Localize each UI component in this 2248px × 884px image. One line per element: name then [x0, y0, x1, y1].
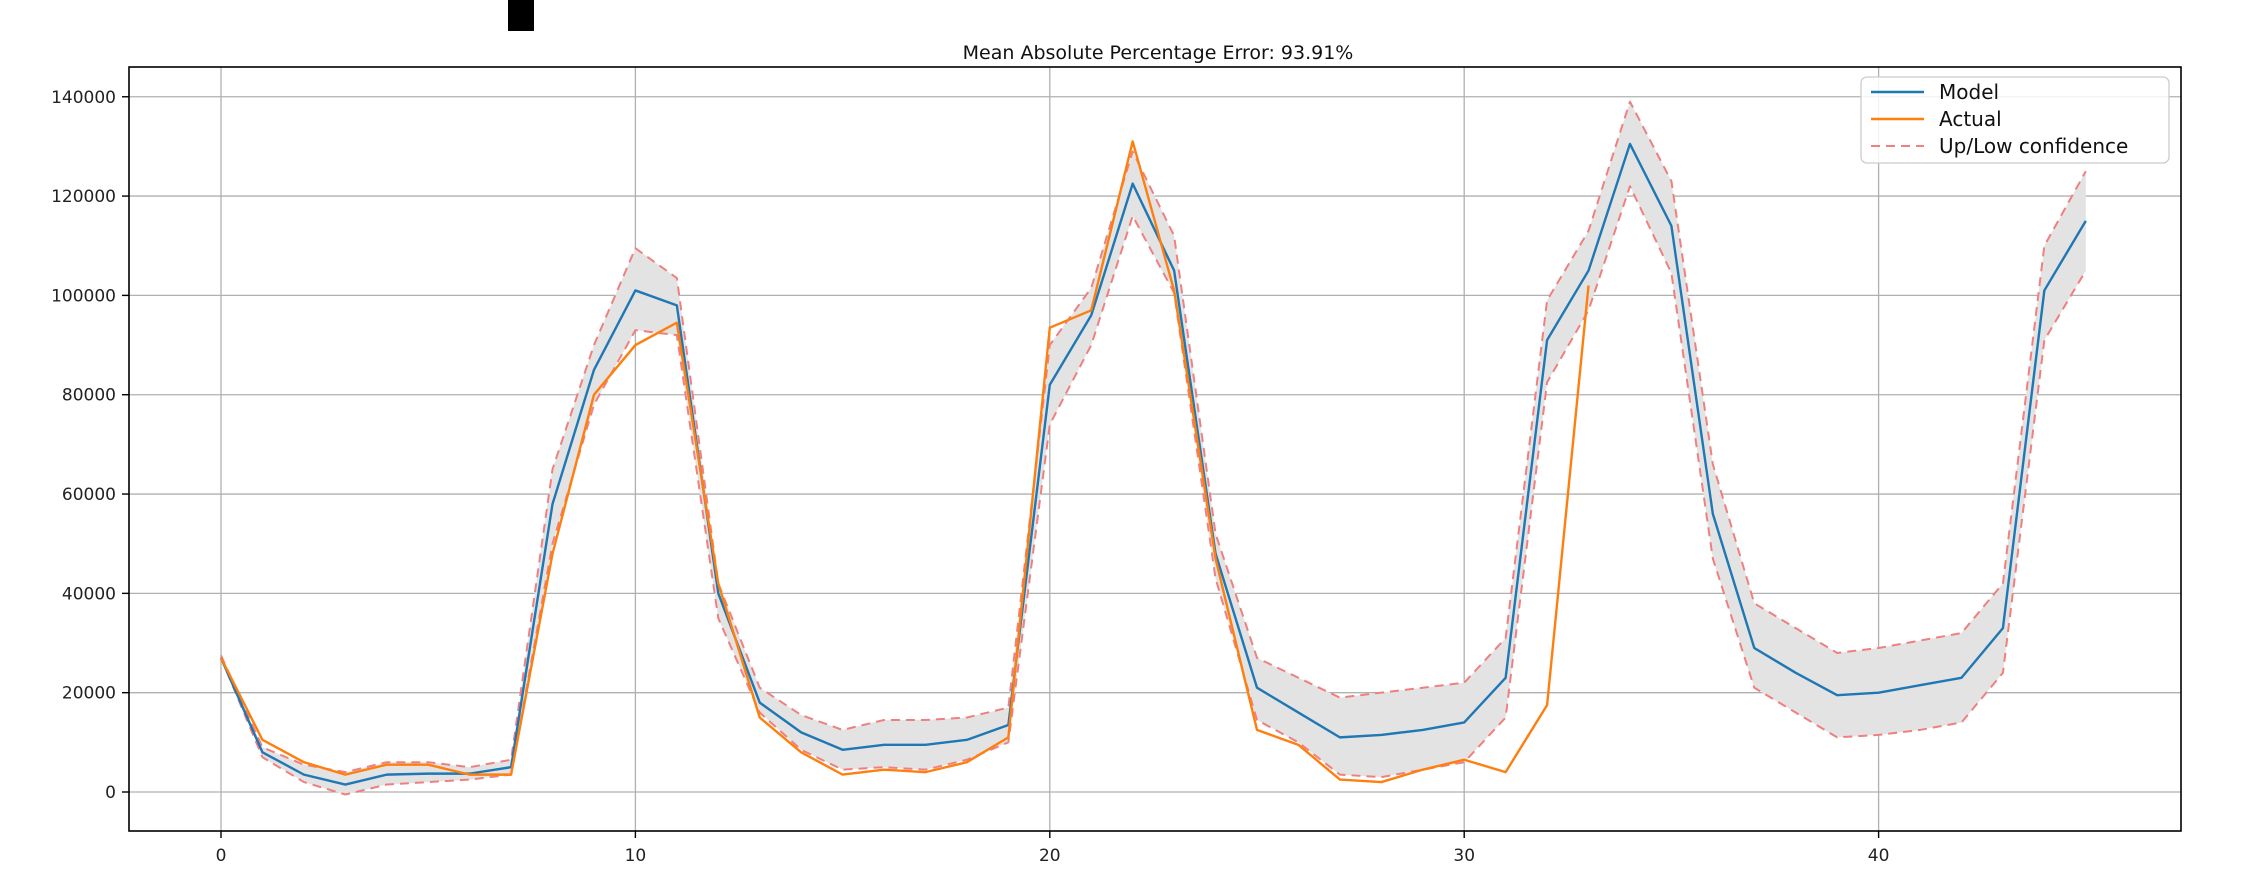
- x-tick-label: 0: [216, 846, 227, 866]
- y-tick-label: 60000: [62, 485, 116, 505]
- legend-label: Model: [1939, 80, 1999, 104]
- upper-confidence-line: [220, 100, 2087, 774]
- y-tick-label: 0: [105, 783, 116, 803]
- actual-line: [219, 140, 1590, 784]
- y-tick-label: 120000: [51, 187, 116, 207]
- legend-box: [1860, 76, 2170, 164]
- y-tick-label: 40000: [62, 584, 116, 604]
- chart-title: Mean Absolute Percentage Error: 93.91%: [963, 42, 1354, 64]
- x-tick-label: 10: [625, 846, 647, 866]
- legend-label: Up/Low confidence: [1939, 134, 2128, 158]
- confidence-band: [221, 101, 2086, 795]
- black-marker-block: [508, 0, 534, 31]
- legend-label: Actual: [1939, 107, 2002, 131]
- model-line: [219, 142, 2087, 786]
- x-tick-label: 30: [1453, 846, 1475, 866]
- y-tick-label: 80000: [62, 386, 116, 406]
- plot-frame: [128, 66, 2182, 832]
- plot-area: 0 10 20 30 40 0 20000 40000 60000 80000 100000 1200…: [51, 66, 2182, 866]
- x-tick-label: 20: [1039, 846, 1061, 866]
- x-tick-label: 40: [1868, 846, 1890, 866]
- y-tick-label: 100000: [51, 286, 116, 306]
- y-tick-label: 140000: [51, 88, 116, 108]
- y-tick-label: 20000: [62, 684, 116, 704]
